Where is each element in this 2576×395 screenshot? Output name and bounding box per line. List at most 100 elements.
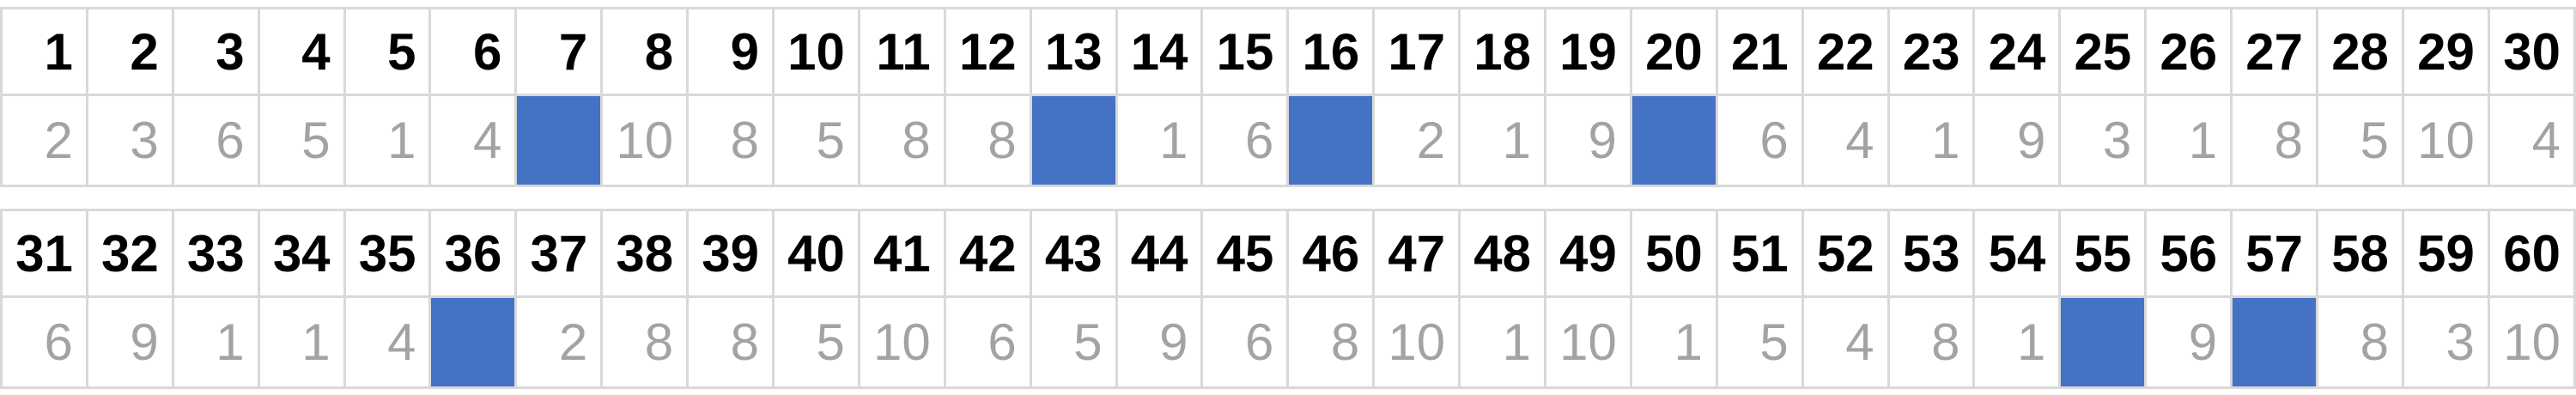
- value-cell-47[interactable]: 10: [1372, 295, 1461, 389]
- index-header-cell-46: 46: [1286, 209, 1376, 298]
- value-cell-12[interactable]: 8: [943, 94, 1032, 187]
- value-cell-50[interactable]: 1: [1629, 295, 1718, 389]
- value-cell-54[interactable]: 1: [1972, 295, 2062, 389]
- value-cell-37[interactable]: 2: [514, 295, 604, 389]
- value-cell-18[interactable]: 1: [1458, 94, 1547, 187]
- value-cell-5[interactable]: 1: [343, 94, 432, 187]
- index-header-cell-8: 8: [600, 7, 690, 96]
- index-header-cell-57: 57: [2230, 209, 2319, 298]
- index-header-cell-58: 58: [2316, 209, 2404, 298]
- value-cell-2[interactable]: 3: [85, 94, 174, 187]
- index-header-cell-4: 4: [257, 7, 346, 96]
- value-cell-17[interactable]: 2: [1372, 94, 1461, 187]
- value-cell-31[interactable]: 6: [0, 295, 88, 389]
- value-cell-33[interactable]: 1: [171, 295, 260, 389]
- number-grid-block-2: 31 32 33 34 35 36 37 38 39 40 41 42 43 44 45 46 47 48 49 50…: [0, 209, 2576, 389]
- index-header-cell-34: 34: [257, 209, 346, 298]
- value-cell-27[interactable]: 8: [2230, 94, 2319, 187]
- value-row: 6 9 1 1 4 2 8 8 5 10 6 5 9 6 8 10 1 10 1 5 4 8 1 9 8 3 10: [0, 295, 2576, 389]
- selected-value-cell-20[interactable]: [1629, 94, 1718, 187]
- value-cell-11[interactable]: 8: [857, 94, 946, 187]
- value-cell-49[interactable]: 10: [1544, 295, 1632, 389]
- index-header-cell-10: 10: [772, 7, 860, 96]
- value-cell-60[interactable]: 10: [2487, 295, 2576, 389]
- index-header-cell-32: 32: [85, 209, 174, 298]
- value-cell-35[interactable]: 4: [343, 295, 432, 389]
- index-header-cell-23: 23: [1886, 7, 1976, 96]
- value-cell-48[interactable]: 1: [1458, 295, 1547, 389]
- index-header-cell-15: 15: [1200, 7, 1290, 96]
- value-cell-26[interactable]: 1: [2144, 94, 2233, 187]
- value-cell-19[interactable]: 9: [1544, 94, 1632, 187]
- selected-value-cell-16[interactable]: [1286, 94, 1376, 187]
- value-cell-38[interactable]: 8: [600, 295, 690, 389]
- index-header-cell-9: 9: [686, 7, 775, 96]
- selected-value-cell-55[interactable]: [2058, 295, 2148, 389]
- index-header-cell-41: 41: [857, 209, 946, 298]
- index-header-cell-18: 18: [1458, 7, 1547, 96]
- index-header-cell-25: 25: [2058, 7, 2148, 96]
- index-header-cell-21: 21: [1715, 7, 1804, 96]
- index-header-cell-36: 36: [428, 209, 518, 298]
- value-cell-24[interactable]: 9: [1972, 94, 2062, 187]
- index-header-cell-45: 45: [1200, 209, 1290, 298]
- value-cell-10[interactable]: 5: [772, 94, 860, 187]
- value-cell-43[interactable]: 5: [1029, 295, 1118, 389]
- value-cell-52[interactable]: 4: [1801, 295, 1890, 389]
- value-cell-58[interactable]: 8: [2316, 295, 2404, 389]
- selected-value-cell-13[interactable]: [1029, 94, 1118, 187]
- value-cell-21[interactable]: 6: [1715, 94, 1804, 187]
- selected-value-cell-36[interactable]: [428, 295, 518, 389]
- index-header-cell-30: 30: [2487, 7, 2576, 96]
- index-header-cell-1: 1: [0, 7, 88, 96]
- index-header-cell-35: 35: [343, 209, 432, 298]
- value-cell-46[interactable]: 8: [1286, 295, 1376, 389]
- index-header-cell-20: 20: [1629, 7, 1718, 96]
- index-header-cell-49: 49: [1544, 209, 1632, 298]
- value-cell-41[interactable]: 10: [857, 295, 946, 389]
- index-header-cell-19: 19: [1544, 7, 1632, 96]
- value-cell-44[interactable]: 9: [1115, 295, 1204, 389]
- value-cell-25[interactable]: 3: [2058, 94, 2148, 187]
- value-cell-23[interactable]: 1: [1886, 94, 1976, 187]
- index-header-cell-51: 51: [1715, 209, 1804, 298]
- index-header-cell-31: 31: [0, 209, 88, 298]
- index-header-cell-38: 38: [600, 209, 690, 298]
- value-row: 2 3 6 5 1 4 10 8 5 8 8 1 6 2 1 9 6 4 1 9 3 1 8 5 10 4: [0, 94, 2576, 187]
- index-header-cell-43: 43: [1029, 209, 1118, 298]
- index-header-cell-52: 52: [1801, 209, 1890, 298]
- value-cell-42[interactable]: 6: [943, 295, 1032, 389]
- index-header-cell-59: 59: [2401, 209, 2490, 298]
- value-cell-8[interactable]: 10: [600, 94, 690, 187]
- index-header-cell-33: 33: [171, 209, 260, 298]
- value-cell-56[interactable]: 9: [2144, 295, 2233, 389]
- value-cell-34[interactable]: 1: [257, 295, 346, 389]
- value-cell-28[interactable]: 5: [2316, 94, 2404, 187]
- index-header-cell-44: 44: [1115, 209, 1204, 298]
- value-cell-53[interactable]: 8: [1886, 295, 1976, 389]
- index-header-cell-56: 56: [2144, 209, 2233, 298]
- value-cell-29[interactable]: 10: [2401, 94, 2490, 187]
- value-cell-45[interactable]: 6: [1200, 295, 1290, 389]
- index-header-cell-26: 26: [2144, 7, 2233, 96]
- index-header-cell-3: 3: [171, 7, 260, 96]
- value-cell-51[interactable]: 5: [1715, 295, 1804, 389]
- value-cell-39[interactable]: 8: [686, 295, 775, 389]
- index-header-cell-42: 42: [943, 209, 1032, 298]
- value-cell-3[interactable]: 6: [171, 94, 260, 187]
- value-cell-14[interactable]: 1: [1115, 94, 1204, 187]
- value-cell-30[interactable]: 4: [2487, 94, 2576, 187]
- value-cell-32[interactable]: 9: [85, 295, 174, 389]
- selected-value-cell-7[interactable]: [514, 94, 604, 187]
- value-cell-9[interactable]: 8: [686, 94, 775, 187]
- value-cell-22[interactable]: 4: [1801, 94, 1890, 187]
- index-header-cell-14: 14: [1115, 7, 1204, 96]
- index-header-row: 1 2 3 4 5 6 7 8 9 10 11 12 13 14 15 16 17 18 19 20 21 22 23 24 2…: [0, 7, 2576, 96]
- value-cell-1[interactable]: 2: [0, 94, 88, 187]
- value-cell-6[interactable]: 4: [428, 94, 518, 187]
- value-cell-40[interactable]: 5: [772, 295, 860, 389]
- value-cell-4[interactable]: 5: [257, 94, 346, 187]
- value-cell-15[interactable]: 6: [1200, 94, 1290, 187]
- selected-value-cell-57[interactable]: [2230, 295, 2319, 389]
- value-cell-59[interactable]: 3: [2401, 295, 2490, 389]
